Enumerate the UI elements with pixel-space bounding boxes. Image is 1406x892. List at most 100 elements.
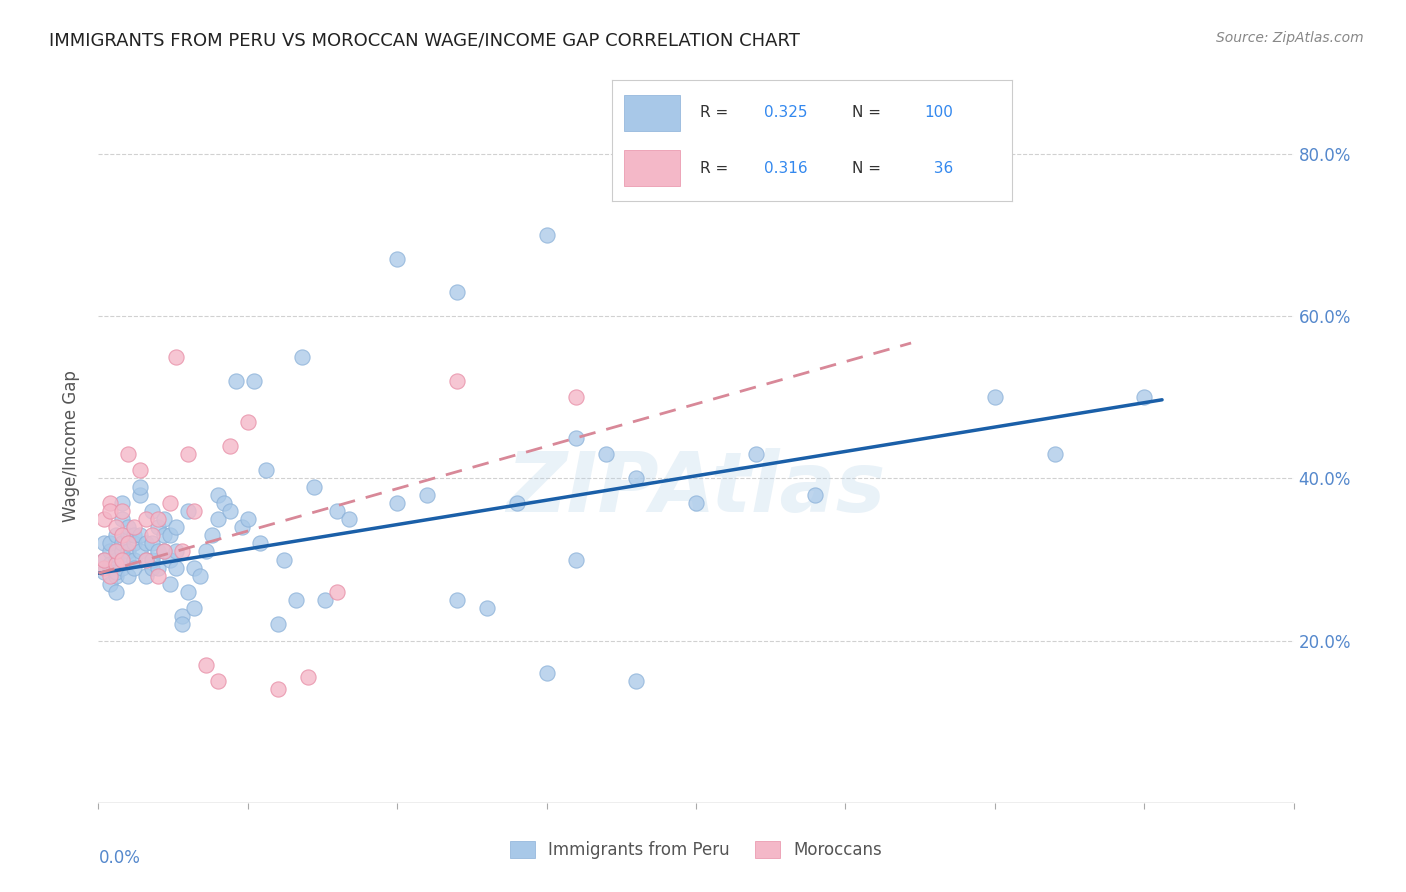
Point	[159, 577, 181, 591]
Point	[105, 585, 128, 599]
Point	[111, 496, 134, 510]
Point	[207, 488, 229, 502]
Point	[254, 463, 277, 477]
Text: 0.325: 0.325	[763, 105, 807, 120]
Point	[595, 447, 617, 461]
Point	[165, 560, 187, 574]
Point	[177, 447, 200, 461]
Point	[416, 488, 439, 502]
Point	[111, 544, 134, 558]
Point	[129, 528, 152, 542]
Point	[93, 536, 115, 550]
Point	[141, 528, 163, 542]
Text: 36: 36	[924, 161, 953, 176]
Point	[148, 520, 170, 534]
Point	[111, 552, 134, 566]
Point	[153, 544, 176, 558]
Point	[124, 552, 146, 566]
Point	[243, 374, 266, 388]
Bar	[624, 150, 679, 186]
Point	[141, 536, 163, 550]
Point	[446, 593, 468, 607]
Point	[183, 504, 205, 518]
Point	[117, 447, 139, 461]
Point	[236, 415, 259, 429]
Point	[536, 666, 558, 681]
Point	[326, 504, 349, 518]
Point	[98, 536, 122, 550]
Point	[446, 374, 468, 388]
Text: 0.0%: 0.0%	[98, 849, 141, 867]
Point	[111, 512, 134, 526]
Point	[124, 528, 146, 542]
Point	[177, 585, 200, 599]
Point	[105, 565, 128, 579]
Point	[98, 557, 122, 571]
Point	[183, 560, 205, 574]
Point	[475, 601, 498, 615]
Point	[135, 568, 157, 582]
Point	[117, 552, 139, 566]
Point	[135, 512, 157, 526]
Point	[105, 557, 128, 571]
Point	[506, 496, 529, 510]
Point	[98, 568, 122, 582]
Point	[98, 560, 122, 574]
Point	[212, 496, 235, 510]
Point	[219, 504, 242, 518]
Point	[117, 536, 139, 550]
Point	[159, 528, 181, 542]
Point	[93, 552, 115, 566]
Point	[1133, 390, 1156, 404]
Point	[536, 228, 558, 243]
Text: R =: R =	[700, 105, 733, 120]
Text: R =: R =	[700, 161, 733, 176]
Point	[219, 439, 242, 453]
Point	[98, 504, 122, 518]
Y-axis label: Wage/Income Gap: Wage/Income Gap	[62, 370, 80, 522]
Point	[626, 471, 648, 485]
Point	[207, 512, 229, 526]
Point	[804, 488, 827, 502]
Point	[135, 552, 157, 566]
Point	[124, 536, 146, 550]
Point	[105, 552, 128, 566]
Point	[111, 536, 134, 550]
Point	[141, 552, 163, 566]
Point	[201, 528, 224, 542]
Point	[93, 512, 115, 526]
Point	[124, 520, 146, 534]
Text: 0.316: 0.316	[763, 161, 807, 176]
Point	[141, 560, 163, 574]
Point	[385, 252, 409, 267]
Point	[291, 350, 314, 364]
Point	[98, 496, 122, 510]
Text: ZIPAtlas: ZIPAtlas	[506, 449, 886, 529]
Point	[626, 674, 648, 689]
Point	[159, 552, 181, 566]
Point	[105, 568, 128, 582]
Point	[172, 617, 194, 632]
Point	[153, 528, 176, 542]
Point	[165, 544, 187, 558]
Point	[267, 682, 290, 697]
Point	[153, 544, 176, 558]
Point	[111, 504, 134, 518]
Text: IMMIGRANTS FROM PERU VS MOROCCAN WAGE/INCOME GAP CORRELATION CHART: IMMIGRANTS FROM PERU VS MOROCCAN WAGE/IN…	[49, 31, 800, 49]
Text: N =: N =	[852, 105, 886, 120]
Point	[93, 552, 115, 566]
Point	[165, 520, 187, 534]
Point	[745, 447, 768, 461]
Point	[225, 374, 247, 388]
Point	[446, 285, 468, 299]
Point	[1043, 447, 1066, 461]
Point	[148, 544, 170, 558]
Point	[124, 560, 146, 574]
Point	[105, 560, 128, 574]
Point	[105, 520, 128, 534]
Point	[117, 568, 139, 582]
Point	[326, 585, 349, 599]
Point	[195, 657, 218, 672]
Point	[148, 512, 170, 526]
Point	[172, 544, 194, 558]
